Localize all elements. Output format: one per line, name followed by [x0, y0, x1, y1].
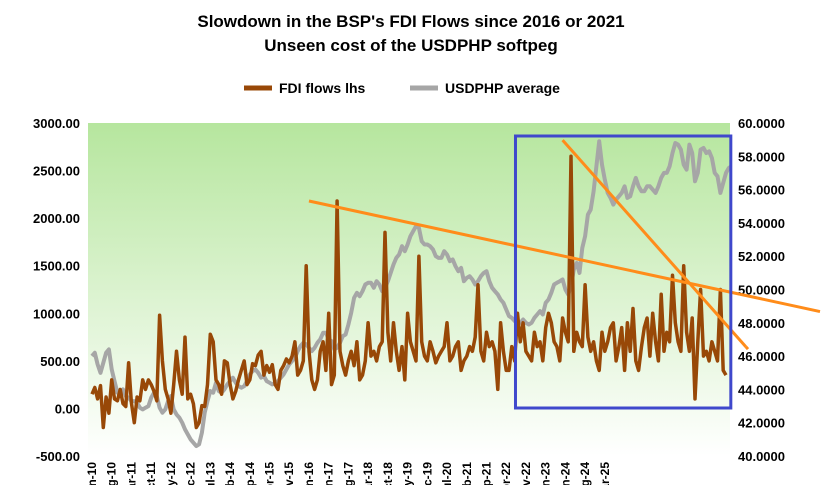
trend-line	[561, 139, 747, 348]
left-tick-label: 1000.00	[33, 306, 80, 321]
x-tick-label: Apr-22	[499, 462, 513, 485]
x-tick-label: Apr-15	[263, 462, 277, 485]
right-tick-label: 46.0000	[738, 349, 785, 364]
x-tick-label: Dec-19	[420, 462, 434, 485]
series-usdphp-average	[90, 139, 730, 448]
right-tick-label: 40.0000	[738, 449, 785, 464]
plot-area	[88, 123, 730, 456]
x-tick-label: May-19	[401, 462, 415, 485]
left-tick-label: -500.00	[36, 449, 80, 464]
right-tick-label: 52.0000	[738, 249, 785, 264]
legend-label-usdphp: USDPHP average	[445, 80, 560, 96]
x-tick-label: Mar-25	[598, 462, 612, 485]
right-tick-label: 48.0000	[738, 316, 785, 331]
x-tick-label: Jan-10	[85, 462, 99, 485]
left-tick-label: 2500.00	[33, 164, 80, 179]
series-fdi-flows	[90, 154, 728, 430]
left-tick-label: 1500.00	[33, 259, 80, 274]
left-tick-label: 2000.00	[33, 211, 80, 226]
x-tick-label: Aug-24	[578, 462, 592, 485]
trend-line-extension	[744, 345, 750, 351]
right-tick-label: 54.0000	[738, 216, 785, 231]
left-tick-label: 3000.00	[33, 116, 80, 131]
legend-label-fdi: FDI flows lhs	[279, 80, 366, 96]
right-tick-label: 42.0000	[738, 416, 785, 431]
right-tick-label: 56.0000	[738, 183, 785, 198]
x-tick-label: Oct-11	[144, 462, 158, 485]
legend: FDI flows lhs USDPHP average	[244, 80, 560, 96]
x-tick-label: Feb-14	[223, 462, 237, 485]
left-tick-label: 0.00	[55, 401, 80, 416]
x-tick-label: Dec-12	[184, 462, 198, 485]
trend-lines	[308, 139, 821, 351]
left-axis: 3000.00 2500.00 2000.00 1500.00 1000.00 500.0…	[33, 116, 80, 464]
x-tick-label: Mar-18	[361, 462, 375, 485]
x-tick-label: Aug-10	[105, 462, 119, 485]
x-tick-label: Jan-24	[558, 462, 572, 485]
trend-line	[308, 199, 741, 296]
left-tick-label: 500.00	[40, 354, 80, 369]
chart-subtitle: Unseen cost of the USDPHP softpeg	[264, 36, 557, 55]
x-tick-label: Jun-16	[302, 462, 316, 485]
x-tick-label: Jan-17	[322, 462, 336, 485]
highlight-box	[513, 134, 733, 410]
right-tick-label: 60.0000	[738, 116, 785, 131]
x-tick-label: Mar-11	[124, 462, 138, 485]
x-tick-label: Nov-22	[519, 462, 533, 485]
x-tick-label: Oct-18	[381, 462, 395, 485]
x-axis: Jan-10 Aug-10 Mar-11 Oct-11 May-12 Dec-12 Jul-…	[85, 462, 612, 485]
x-tick-label: Sep-21	[479, 462, 493, 485]
chart-title: Slowdown in the BSP's FDI Flows since 20…	[197, 12, 624, 31]
x-tick-label: Aug-17	[341, 462, 355, 485]
x-tick-label: Feb-21	[460, 462, 474, 485]
x-tick-label: Jun-23	[539, 462, 553, 485]
right-tick-label: 50.0000	[738, 283, 785, 298]
right-tick-label: 44.0000	[738, 382, 785, 397]
x-tick-label: May-12	[164, 462, 178, 485]
x-tick-label: Jul-13	[203, 462, 217, 485]
x-tick-label: Nov-15	[282, 462, 296, 485]
right-tick-label: 58.0000	[738, 149, 785, 164]
x-tick-label: Jul-20	[440, 462, 454, 485]
right-axis: 60.0000 58.0000 56.0000 54.0000 52.0000 50.00…	[738, 116, 785, 464]
x-tick-label: Sep-14	[243, 462, 257, 485]
trend-line-extension	[739, 292, 821, 314]
